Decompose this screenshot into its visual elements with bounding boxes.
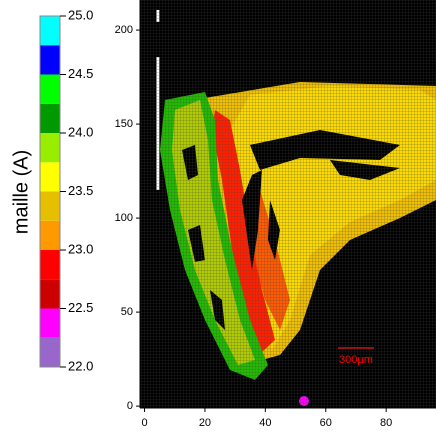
x-tick-label: 20 bbox=[199, 417, 211, 429]
y-tick-label: 150 bbox=[115, 118, 133, 130]
y-tick-label: 50 bbox=[121, 306, 133, 318]
y-tick-label: 100 bbox=[115, 212, 133, 224]
colorbar: maille (A) 22.0 22.5 23.0 23.5 24.0 24.5 25.0 bbox=[10, 7, 93, 373]
colorbar-label: maille (A) bbox=[10, 150, 32, 234]
x-tick-label: 60 bbox=[320, 417, 332, 429]
colorbar-segment bbox=[40, 220, 60, 250]
x-tick-label: 0 bbox=[141, 417, 147, 429]
colorbar-tick-label: 23.0 bbox=[68, 241, 93, 256]
colorbar-tick-label: 22.0 bbox=[68, 358, 93, 373]
colorbar-tick-label: 22.5 bbox=[68, 300, 93, 315]
colorbar-tick-label: 23.5 bbox=[68, 183, 93, 198]
pixel-mesh bbox=[140, 0, 436, 408]
x-tick-label: 80 bbox=[380, 417, 392, 429]
scale-bar-label: 300µm bbox=[339, 354, 373, 366]
y-tick-label: 200 bbox=[115, 24, 133, 36]
colorbar-segment bbox=[40, 191, 60, 221]
colorbar-segment bbox=[40, 162, 60, 192]
colorbar-segment bbox=[40, 133, 60, 163]
colorbar-segment bbox=[40, 103, 60, 133]
colorbar-segment bbox=[40, 337, 60, 367]
colorbar-segment bbox=[40, 308, 60, 338]
colorbar-tick-label: 25.0 bbox=[68, 7, 93, 22]
colorbar-tick-label: 24.5 bbox=[68, 66, 93, 81]
y-tick-label: 0 bbox=[127, 400, 133, 412]
colorbar-segment bbox=[40, 279, 60, 309]
colorbar-segment bbox=[40, 74, 60, 104]
colorbar-segment bbox=[40, 250, 60, 280]
colorbar-segment bbox=[40, 45, 60, 75]
x-tick-label: 40 bbox=[259, 417, 271, 429]
colorbar-segment bbox=[40, 16, 60, 46]
colorbar-tick-label: 24.0 bbox=[68, 124, 93, 139]
